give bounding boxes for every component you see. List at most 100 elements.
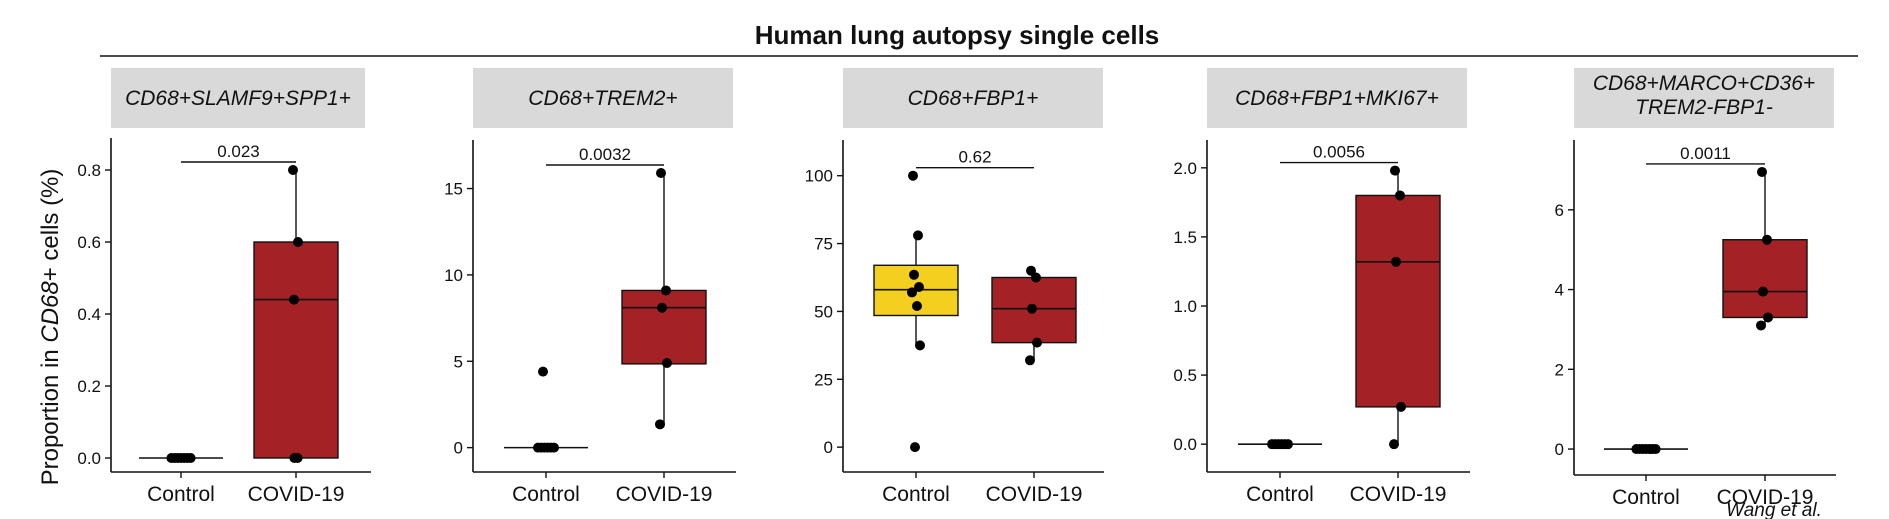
y-tick-label: 1.5 <box>1173 228 1197 247</box>
data-point <box>292 453 303 463</box>
panel-strip-label: CD68+MARCO+CD36+ <box>1593 72 1815 95</box>
y-axis-label: Proportion in CD68+ cells (%) <box>37 169 64 486</box>
y-tick-label: 0.8 <box>77 161 101 180</box>
data-point <box>656 168 666 178</box>
y-tick-label: 2.0 <box>1173 159 1197 178</box>
data-point <box>1390 165 1400 176</box>
y-tick-label: 75 <box>814 235 833 254</box>
y-tick-label: 2 <box>1555 360 1564 379</box>
data-point <box>1025 355 1035 366</box>
data-point <box>912 301 922 311</box>
p-value-label: 0.0011 <box>1680 144 1731 163</box>
data-point <box>1758 286 1768 297</box>
x-tick-label: COVID-19 <box>616 483 713 506</box>
x-tick-label: Control <box>512 483 580 506</box>
data-point <box>1650 444 1661 455</box>
data-point <box>185 453 196 463</box>
x-tick-label: Control <box>1612 486 1680 509</box>
data-point <box>289 294 299 305</box>
data-point <box>1027 303 1037 314</box>
data-point <box>1283 439 1293 450</box>
panel-strip-label: CD68+FBP1+ <box>908 87 1039 110</box>
y-tick-label: 10 <box>444 266 463 285</box>
panel-strip-label: CD68+TREM2+ <box>528 87 677 110</box>
y-tick-label: 0.4 <box>77 305 101 324</box>
box-covid <box>1355 194 1441 408</box>
panel-strip <box>111 68 365 128</box>
data-point <box>1396 401 1406 412</box>
y-tick-label: 0.2 <box>77 377 101 396</box>
data-point <box>661 285 671 296</box>
panel-3: CD68+FBP1+ 0 25 50 75 100 Control COVID-19 0.62 <box>805 68 1104 506</box>
y-tick-label: 50 <box>814 302 833 321</box>
data-point <box>1391 256 1401 267</box>
y-tick-label: 0 <box>1555 440 1564 459</box>
y-axis-label-suffix: + cells (%) <box>37 169 64 282</box>
p-value-label: 0.023 <box>217 142 260 161</box>
y-tick-label: 100 <box>805 167 833 186</box>
x-tick-label: COVID-19 <box>248 483 345 506</box>
panel-strip <box>843 68 1103 128</box>
data-point <box>1031 272 1041 283</box>
data-point <box>1395 190 1405 201</box>
data-point <box>1762 234 1772 245</box>
y-axis-label-prefix: Proportion in <box>37 343 64 486</box>
box-covid <box>621 289 707 365</box>
figure-title: Human lung autopsy single cells <box>755 20 1160 50</box>
x-tick-label: COVID-19 <box>1350 483 1447 506</box>
data-point <box>908 170 918 181</box>
p-value-label: 0.0032 <box>579 145 631 164</box>
data-point <box>907 287 917 298</box>
panel-2: CD68+TREM2+ 0 5 10 15 Control COVID-19 0.0032 <box>444 68 736 506</box>
panel-strip <box>473 68 733 128</box>
y-tick-label: 6 <box>1555 201 1564 220</box>
panel-strip <box>1574 68 1834 128</box>
data-point <box>538 366 548 377</box>
y-tick-label: 1.0 <box>1173 297 1197 316</box>
p-value-label: 0.0056 <box>1313 143 1365 162</box>
x-tick-label: COVID-19 <box>1717 486 1814 509</box>
data-point <box>915 340 925 351</box>
y-tick-label: 4 <box>1555 281 1564 300</box>
data-point <box>655 419 665 430</box>
panel-strip-label: CD68+SLAMF9+SPP1+ <box>125 87 351 110</box>
data-point <box>909 269 919 280</box>
y-tick-label: 0 <box>454 439 463 458</box>
y-tick-label: 15 <box>444 180 463 199</box>
x-tick-label: COVID-19 <box>986 483 1083 506</box>
data-point <box>910 442 920 453</box>
panel-strip-label: CD68+FBP1+MKI67+ <box>1235 87 1439 110</box>
panel-1: CD68+SLAMF9+SPP1+ 0.0 0.2 0.4 0.6 0.8 Control C… <box>77 68 371 506</box>
y-tick-label: 0.5 <box>1173 366 1197 385</box>
panel-strip <box>1207 68 1467 128</box>
box-covid <box>1722 239 1808 319</box>
data-point <box>1756 320 1766 331</box>
data-point <box>913 230 923 241</box>
data-point <box>1389 439 1399 450</box>
x-tick-label: Control <box>147 483 215 506</box>
x-tick-label: Control <box>882 483 950 506</box>
y-tick-label: 0.0 <box>1173 435 1197 454</box>
footnote: Wang et al. <box>1726 500 1822 519</box>
panel-4: CD68+FBP1+MKI67+ 0.0 0.5 1.0 1.5 2.0 Control CO… <box>1173 68 1470 506</box>
y-tick-label: 0.6 <box>77 233 101 252</box>
x-tick-label: Control <box>1246 483 1314 506</box>
y-axis-label-italic: CD68 <box>37 281 64 343</box>
data-point <box>914 282 924 292</box>
data-point <box>662 358 672 368</box>
panel-5: CD68+MARCO+CD36+TREM2-FBP1- 0 2 4 6 Control CO… <box>1555 68 1836 509</box>
panel-strip-label: TREM2-FBP1- <box>1635 96 1773 119</box>
y-tick-label: 25 <box>814 370 833 389</box>
data-point <box>1763 312 1773 323</box>
data-point <box>288 165 298 175</box>
data-point <box>657 302 667 313</box>
data-point <box>293 237 303 247</box>
y-tick-label: 0 <box>824 438 833 457</box>
y-tick-label: 0.0 <box>77 449 101 468</box>
p-value-label: 0.62 <box>958 148 991 167</box>
box-covid <box>253 241 339 459</box>
data-point <box>549 442 559 453</box>
y-tick-label: 5 <box>454 352 463 371</box>
